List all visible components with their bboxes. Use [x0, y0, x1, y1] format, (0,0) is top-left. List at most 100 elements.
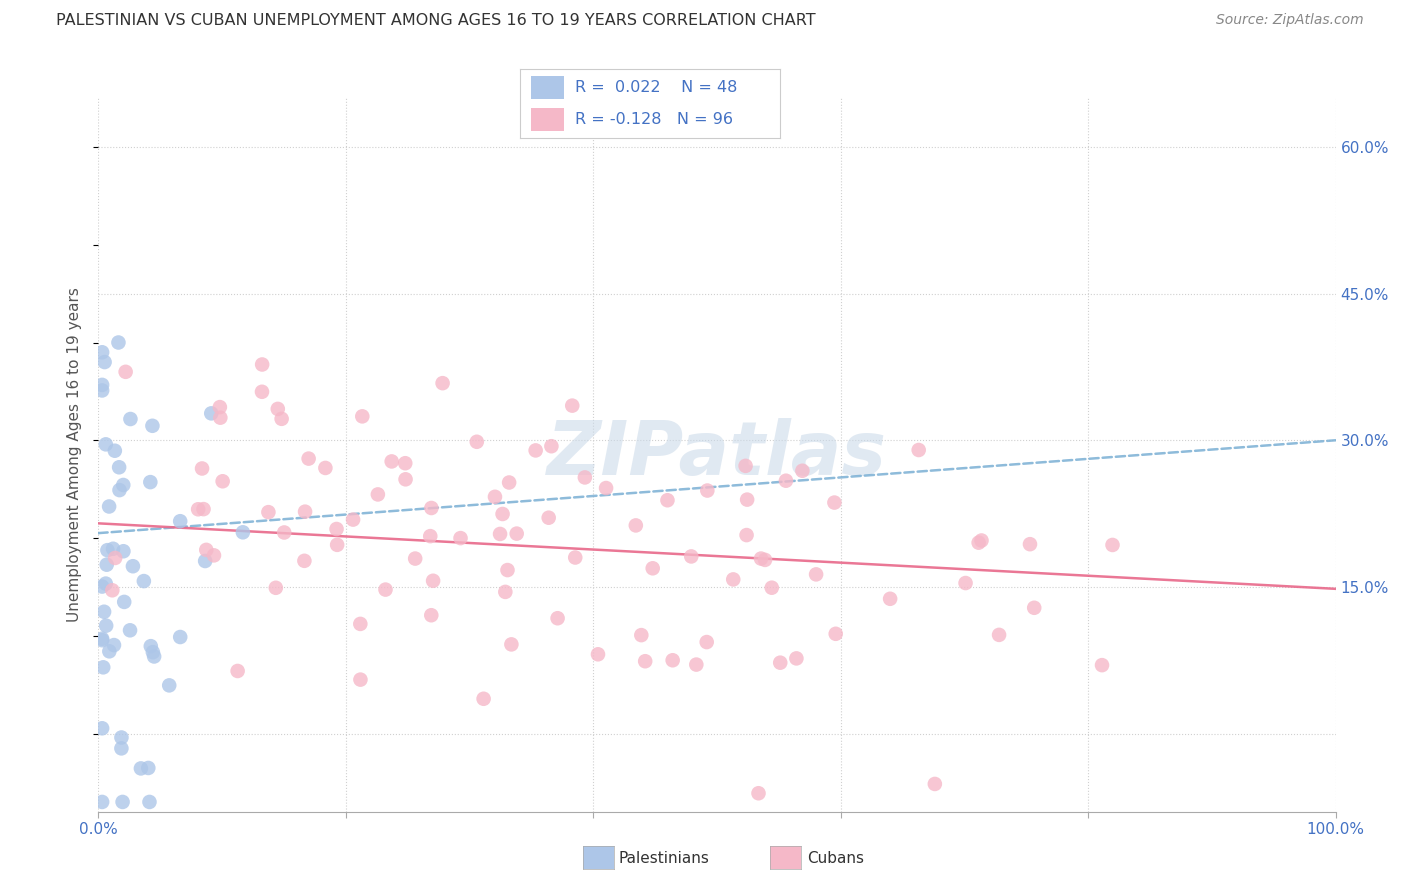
- Point: [547, 611, 569, 625]
- Point: [112, 478, 135, 492]
- Point: [93, 355, 115, 369]
- Point: [101, 583, 124, 598]
- Point: [104, 443, 127, 458]
- Point: [108, 460, 131, 475]
- Point: [226, 664, 249, 678]
- Point: [267, 401, 290, 416]
- Point: [907, 442, 929, 457]
- Point: [624, 518, 647, 533]
- Point: [98, 644, 121, 658]
- Point: [112, 544, 135, 558]
- Point: [191, 461, 214, 475]
- Point: [250, 358, 273, 372]
- Text: PALESTINIAN VS CUBAN UNEMPLOYMENT AMONG AGES 16 TO 19 YEARS CORRELATION CHART: PALESTINIAN VS CUBAN UNEMPLOYMENT AMONG …: [56, 13, 815, 29]
- Point: [314, 461, 336, 475]
- Point: [970, 533, 993, 548]
- Point: [294, 505, 316, 519]
- Point: [696, 483, 718, 498]
- Point: [91, 377, 114, 392]
- Point: [169, 514, 191, 528]
- Point: [422, 574, 444, 588]
- Point: [110, 741, 132, 756]
- Point: [232, 525, 254, 540]
- Point: [110, 731, 132, 745]
- Point: [734, 458, 756, 473]
- Point: [586, 648, 609, 662]
- Point: [91, 721, 114, 735]
- Point: [634, 654, 657, 668]
- Point: [823, 495, 845, 509]
- Point: [93, 605, 115, 619]
- Point: [132, 574, 155, 588]
- Point: [775, 474, 797, 488]
- Point: [96, 543, 118, 558]
- Point: [107, 335, 129, 350]
- Point: [108, 483, 131, 497]
- Point: [749, 551, 772, 566]
- Point: [94, 437, 117, 451]
- Point: [342, 513, 364, 527]
- Point: [404, 551, 426, 566]
- Point: [325, 522, 347, 536]
- Point: [200, 406, 222, 420]
- Point: [91, 633, 114, 648]
- Point: [498, 475, 520, 490]
- Point: [420, 501, 443, 516]
- Point: [298, 451, 321, 466]
- Point: [1101, 538, 1123, 552]
- Text: Source: ZipAtlas.com: Source: ZipAtlas.com: [1216, 13, 1364, 28]
- Point: [537, 510, 560, 524]
- Point: [142, 645, 165, 659]
- Point: [769, 656, 792, 670]
- Text: ZIPatlas: ZIPatlas: [547, 418, 887, 491]
- Point: [264, 581, 287, 595]
- Point: [505, 526, 527, 541]
- Point: [169, 630, 191, 644]
- Point: [118, 624, 141, 638]
- Point: [139, 475, 162, 489]
- Point: [91, 580, 114, 594]
- Point: [792, 464, 814, 478]
- Point: [98, 500, 121, 514]
- Point: [785, 651, 807, 665]
- FancyBboxPatch shape: [530, 76, 564, 99]
- Point: [432, 376, 454, 391]
- Point: [661, 653, 683, 667]
- Point: [419, 529, 441, 543]
- Point: [91, 384, 114, 398]
- Point: [657, 493, 679, 508]
- Point: [394, 456, 416, 470]
- Point: [292, 554, 315, 568]
- Point: [761, 581, 783, 595]
- Point: [349, 673, 371, 687]
- Point: [273, 525, 295, 540]
- FancyBboxPatch shape: [530, 108, 564, 131]
- Point: [1024, 600, 1046, 615]
- Point: [112, 595, 135, 609]
- Point: [754, 553, 776, 567]
- Text: Palestinians: Palestinians: [619, 851, 710, 865]
- Point: [91, 660, 114, 674]
- Point: [349, 616, 371, 631]
- Point: [114, 365, 136, 379]
- Point: [94, 576, 117, 591]
- Point: [420, 608, 443, 623]
- Point: [394, 472, 416, 486]
- Point: [104, 551, 127, 566]
- Point: [540, 439, 562, 453]
- Point: [804, 567, 827, 582]
- Point: [630, 628, 652, 642]
- Point: [574, 470, 596, 484]
- Point: [120, 412, 142, 426]
- Point: [924, 777, 946, 791]
- Point: [564, 550, 586, 565]
- Point: [465, 434, 488, 449]
- Point: [157, 678, 180, 692]
- Point: [641, 561, 664, 575]
- Point: [101, 541, 124, 556]
- Point: [250, 384, 273, 399]
- Point: [489, 527, 512, 541]
- Point: [494, 585, 516, 599]
- Point: [496, 563, 519, 577]
- Point: [111, 795, 134, 809]
